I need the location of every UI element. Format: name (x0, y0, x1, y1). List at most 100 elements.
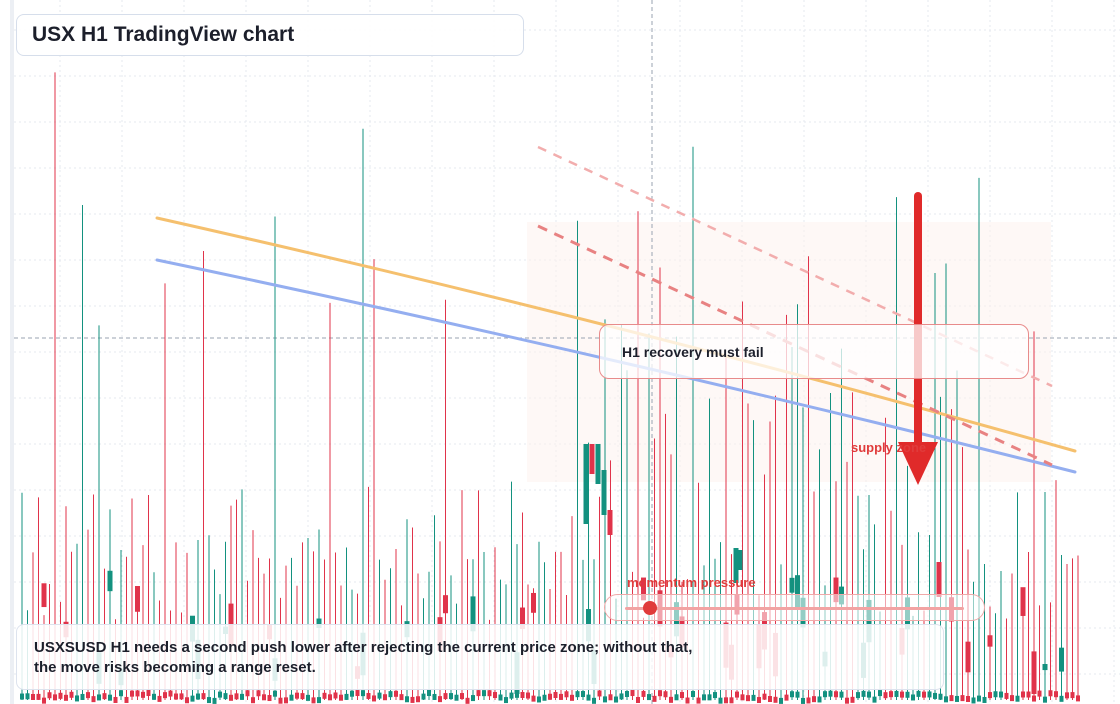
candle-body (240, 693, 244, 700)
candle-body (328, 694, 332, 701)
candle-body (691, 690, 695, 697)
candle-body (427, 690, 431, 697)
candle-body (927, 691, 932, 698)
candle-body (339, 694, 343, 701)
candle-body (905, 691, 910, 698)
candle-body (636, 696, 640, 703)
candle-body (674, 694, 679, 701)
candle-body (251, 697, 255, 704)
candle-body (311, 697, 316, 704)
summary-line-1: USXSUSD H1 needs a second push lower aft… (34, 639, 693, 656)
candle-body (607, 510, 613, 535)
candle-body (482, 690, 486, 697)
candle-body (936, 562, 942, 597)
candle-body (883, 692, 888, 699)
candle-body (1021, 691, 1025, 698)
candle-body (1042, 664, 1048, 671)
candle-body (949, 695, 954, 702)
candle-body (713, 692, 717, 699)
candle-body (256, 690, 261, 697)
candle-body (680, 692, 684, 699)
candle-body (317, 697, 321, 704)
candle-body (583, 444, 589, 524)
candle-body (1015, 695, 1020, 702)
candle-body (405, 696, 409, 703)
candle-body (520, 691, 525, 698)
candle-body (366, 692, 371, 699)
summary-box: USXSUSD H1 needs a second push lower aft… (16, 624, 944, 690)
candle-body (625, 690, 629, 697)
candle-body (817, 696, 822, 703)
candle-body (504, 697, 508, 704)
candle-body (592, 697, 596, 704)
candle-body (1031, 651, 1037, 694)
candle-body (982, 696, 987, 703)
candle-body (1020, 587, 1026, 616)
candle-body (746, 695, 750, 702)
candle-body (487, 690, 492, 697)
momentum-handle[interactable] (643, 601, 657, 615)
candle-body (190, 695, 195, 702)
candle-body (911, 694, 915, 701)
candle-body (570, 694, 574, 701)
candle-body (531, 695, 536, 702)
candle-body (872, 696, 877, 703)
candle-body (603, 696, 607, 703)
candle-body (966, 695, 970, 702)
candle-body (267, 695, 272, 702)
candle-body (971, 697, 976, 704)
momentum-slider[interactable] (604, 594, 985, 621)
candle-body (1076, 695, 1080, 702)
candle-body (619, 693, 624, 700)
candle-body (119, 690, 123, 697)
candle-body (306, 694, 310, 701)
candle-body (509, 692, 514, 699)
candle-body (75, 695, 79, 702)
candle-body (185, 697, 189, 704)
candle-body (245, 690, 250, 697)
candle-body (867, 691, 871, 698)
candle-body (91, 696, 96, 703)
candle-body (795, 575, 800, 608)
candle-body (806, 697, 811, 704)
candle-body (729, 697, 734, 704)
candle-body (938, 693, 943, 700)
candle-body (465, 697, 470, 704)
candle-body (58, 692, 63, 699)
candle-body (988, 692, 992, 699)
candle-body (553, 692, 558, 699)
summary-line-2: the move risks becoming a range reset. (34, 659, 316, 676)
candle-body (1065, 692, 1069, 699)
candle-body (647, 694, 651, 701)
candle-body (25, 693, 30, 700)
candle-body (965, 641, 971, 673)
candle-body (581, 690, 585, 697)
candle-body (372, 695, 376, 702)
candle-body (196, 693, 200, 700)
candle-body (707, 694, 712, 701)
supply-zone-label: supply zone (851, 440, 927, 455)
candle-body (174, 693, 178, 700)
candle-body (595, 444, 601, 484)
candle-body (135, 586, 140, 612)
chart-title: USX H1 TradingView chart (32, 23, 295, 46)
candle-body (1004, 692, 1009, 699)
candle-body (1048, 690, 1053, 697)
candle-body (542, 694, 547, 701)
annotation-box[interactable]: H1 recovery must fail (599, 324, 1029, 379)
candle-body (933, 692, 937, 699)
candle-body (845, 697, 849, 704)
candle-body (696, 697, 701, 704)
candle-body (724, 697, 728, 704)
candle-body (86, 692, 90, 699)
candle-body (113, 696, 118, 703)
candle-body (108, 694, 112, 701)
trendline-primary (537, 224, 1053, 467)
candle-body (823, 691, 827, 698)
candle-body (471, 695, 475, 702)
candle-body (69, 691, 74, 698)
candle-body (377, 692, 382, 699)
candle-body (1059, 647, 1064, 672)
candle-body (526, 692, 530, 699)
candle-body (740, 694, 745, 701)
